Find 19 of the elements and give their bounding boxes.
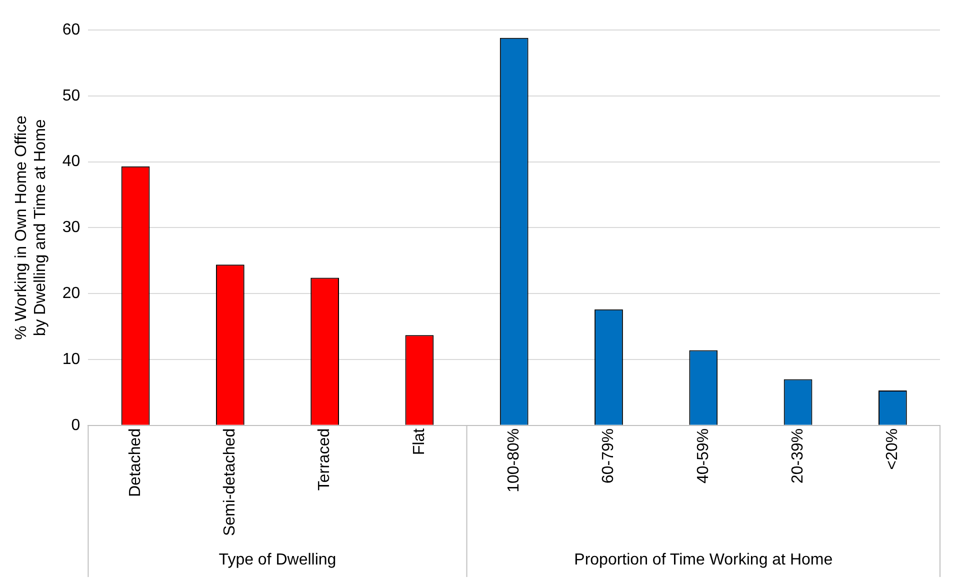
x-tick-label: 60-79% <box>600 428 618 484</box>
x-tick-label: Semi-detached <box>222 428 239 536</box>
x-tick-label: 100-80% <box>506 428 523 492</box>
y-axis-title: % Working in Own Home Office by Dwelling and Time at Home <box>13 115 50 340</box>
x-tick-label: Flat <box>410 428 428 456</box>
x-tick-label: 40-59% <box>694 428 712 484</box>
y-tick-label: 10 <box>62 350 80 368</box>
y-tick-label: 60 <box>62 21 80 38</box>
x-tick-label: 20-39% <box>789 428 806 484</box>
y-tick-label: 30 <box>62 219 80 236</box>
y-tick-label: 0 <box>71 416 80 434</box>
x-tick-label: Detached <box>126 428 144 497</box>
text: Proportion of Time Working at Home <box>574 551 833 568</box>
y-tick-label: 40 <box>62 153 80 170</box>
x-tick-label: Terraced <box>316 428 334 491</box>
x-tick-label: <20% <box>884 428 902 470</box>
text: Type of Dwelling <box>218 551 336 568</box>
y-tick-label: 20 <box>62 284 80 302</box>
y-tick-label: 50 <box>62 87 80 104</box>
